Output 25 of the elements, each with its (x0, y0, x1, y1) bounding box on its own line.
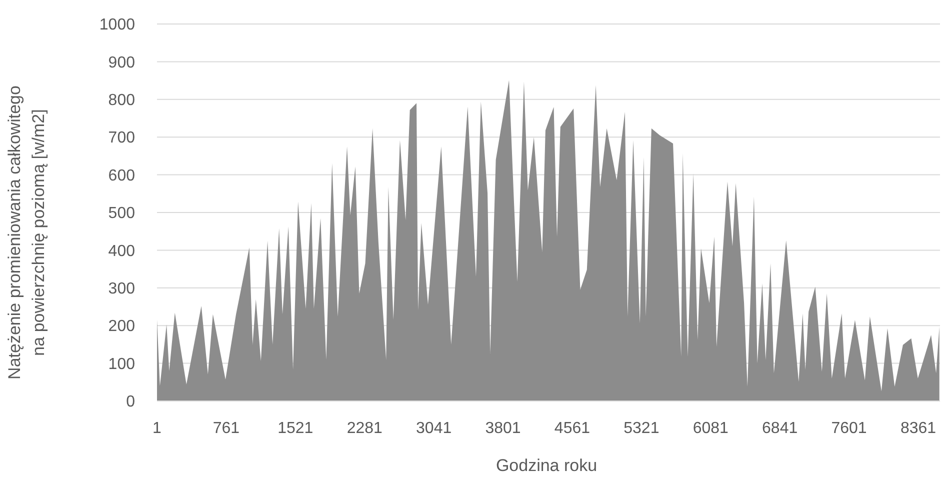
y-tick-label: 100 (108, 356, 136, 373)
y-tick-label: 600 (108, 167, 136, 184)
x-tick-label: 8361 (900, 420, 936, 437)
y-tick-label: 500 (108, 205, 136, 222)
y-tick-label: 300 (108, 280, 136, 298)
x-tick-label: 7601 (831, 420, 867, 437)
y-tick-label: 400 (108, 242, 136, 260)
y-tick-label: 700 (108, 130, 136, 147)
x-tick-label: 1521 (278, 420, 314, 437)
x-tick-label: 4561 (554, 420, 590, 437)
x-tick-label: 3041 (416, 420, 452, 437)
x-tick-label: 1 (152, 420, 162, 437)
y-axis-title: Natężenie promieniowania całkowitego na powierzchnię poziomą [w/m2] (5, 86, 48, 380)
y-tick-label: 800 (108, 92, 136, 109)
x-tick-label: 2281 (346, 420, 383, 437)
y-tick-label: 0 (126, 394, 136, 411)
x-axis-title: Godzina roku (496, 456, 598, 475)
y-tick-label: 200 (108, 318, 136, 336)
x-tick-label: 6081 (692, 420, 729, 437)
x-tick-label: 6841 (762, 420, 798, 437)
x-tick-label: 3801 (485, 420, 521, 437)
y-tick-label: 900 (108, 54, 136, 72)
y-tick-label: 1000 (99, 16, 136, 34)
x-tick-label: 761 (212, 420, 240, 437)
x-tick-label: 5321 (624, 420, 660, 437)
